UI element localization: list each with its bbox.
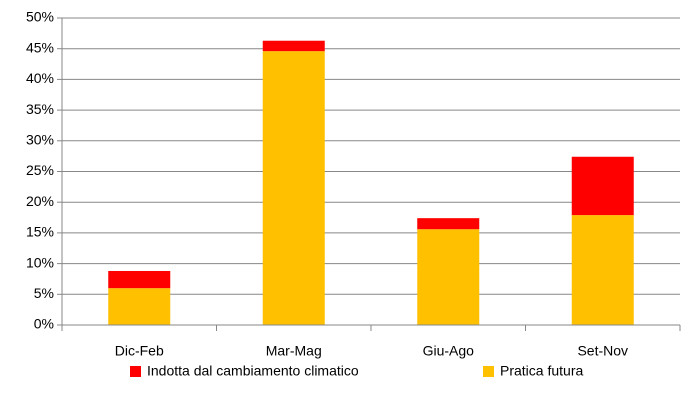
y-tick-label: 15% [26, 224, 54, 240]
y-tick-label: 10% [26, 254, 54, 270]
legend-label: Indotta dal cambiamento climatico [147, 363, 359, 379]
y-tick-label: 5% [34, 285, 54, 301]
y-tick-label: 40% [26, 70, 54, 86]
bar-segment [108, 288, 171, 325]
y-tick-label: 0% [34, 316, 54, 332]
bar-segment [262, 40, 325, 52]
legend-swatch [483, 366, 494, 377]
y-tick-label: 20% [26, 193, 54, 209]
legend-label: Pratica futura [500, 363, 583, 379]
bar-segment [108, 270, 171, 289]
y-tick-label: 35% [26, 101, 54, 117]
bar-segment [417, 218, 480, 230]
bar-segment [417, 229, 480, 325]
legend-swatch [130, 366, 141, 377]
bar-segment [571, 156, 634, 216]
y-tick-label: 30% [26, 132, 54, 148]
bar-segment [262, 51, 325, 325]
bar-segment [571, 215, 634, 325]
y-tick-label: 45% [26, 39, 54, 55]
x-tick-label: Dic-Feb [115, 343, 164, 359]
x-tick-label: Set-Nov [577, 343, 628, 359]
x-tick-label: Giu-Ago [423, 343, 475, 359]
y-tick-label: 25% [26, 162, 54, 178]
y-tick-label: 50% [26, 9, 54, 25]
x-tick-label: Mar-Mag [266, 343, 322, 359]
